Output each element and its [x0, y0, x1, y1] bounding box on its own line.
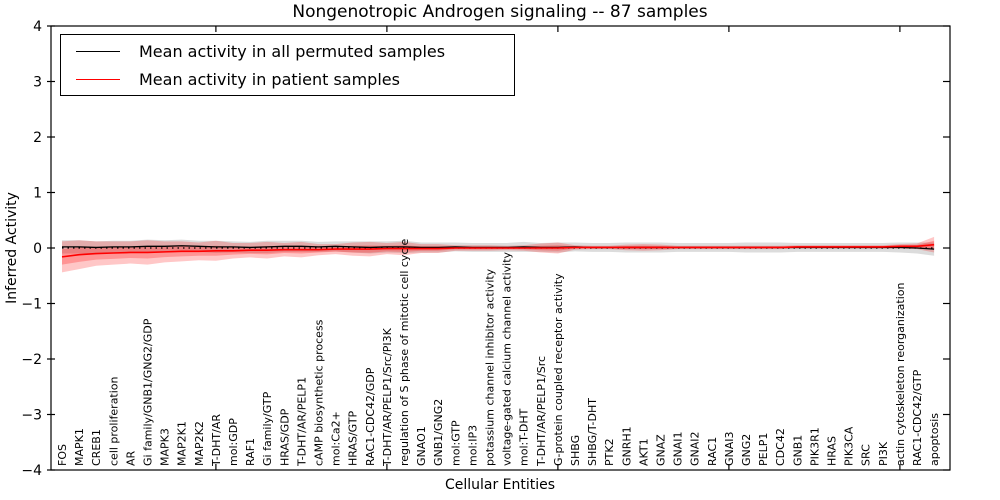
legend-entry-permuted: Mean activity in all permuted samples	[61, 37, 514, 65]
legend: Mean activity in all permuted samples Me…	[60, 34, 515, 96]
x-category-label: GNB1	[791, 435, 804, 466]
x-category-label: HRAS/GDP	[278, 408, 291, 466]
x-category-label: GNAZ	[655, 434, 668, 466]
x-category-label: cAMP biosynthetic process	[313, 319, 326, 466]
x-category-label: SRC	[860, 444, 873, 466]
x-category-label: GNAI3	[723, 431, 736, 466]
x-category-label: T-DHT/AR/PELP1/Src/PI3K	[381, 327, 394, 467]
x-category-label: MAP2K2	[193, 421, 206, 466]
x-category-label: PI3K	[877, 441, 890, 466]
x-category-label: FOS	[56, 444, 69, 466]
x-category-label: apoptosis	[928, 413, 941, 466]
x-category-label: RAF1	[244, 438, 257, 466]
x-category-label: regulation of S phase of mitotic cell cy…	[398, 238, 411, 466]
y-tick-label: 2	[33, 130, 42, 146]
x-category-label: RAC1	[706, 437, 719, 466]
x-category-label: MAPK1	[73, 428, 86, 466]
x-category-label: RAC1-CDC42/GDP	[364, 367, 377, 466]
x-category-label: GNAI2	[689, 431, 702, 466]
y-tick-label: −1	[21, 297, 42, 313]
x-category-label: T-DHT/AR/PELP1	[295, 377, 308, 467]
x-category-label: RAC1-CDC42/GTP	[911, 369, 924, 466]
x-category-label: potassium channel inhibitor activity	[484, 268, 497, 466]
x-category-label: actin cytoskeleton reorganization	[894, 282, 907, 466]
x-category-label: GNAO1	[415, 426, 428, 466]
patient-band-outer	[62, 236, 935, 273]
x-category-label: CREB1	[90, 429, 103, 466]
x-category-label: mol:T-DHT	[518, 408, 531, 466]
x-category-label: GNG2	[740, 434, 753, 466]
x-category-label: G-protein coupled receptor activity	[552, 273, 565, 466]
legend-label-permuted: Mean activity in all permuted samples	[139, 41, 446, 61]
x-category-label: GNAI1	[672, 431, 685, 466]
x-axis-label: Cellular Entities	[444, 477, 556, 493]
x-category-label: mol:GDP	[227, 418, 240, 466]
y-tick-label: 0	[33, 241, 42, 257]
x-category-label: SHBG	[569, 435, 582, 466]
patient-mean-line	[61, 243, 935, 258]
y-tick-label: −3	[21, 408, 42, 424]
x-category-label: GNRH1	[620, 426, 633, 466]
x-category-label: MAPK3	[159, 428, 172, 466]
x-category-label: HRAS	[826, 436, 839, 466]
chart-title: Nongenotropic Androgen signaling -- 87 s…	[292, 2, 708, 22]
legend-line-red-icon	[76, 78, 120, 80]
legend-line-black-icon	[76, 50, 120, 52]
x-category-label: T-DHT/AR/PELP1/Src	[535, 356, 548, 467]
x-category-label: cell proliferation	[107, 376, 120, 466]
y-tick-label: 4	[33, 19, 42, 35]
x-category-label: mol:Ca2+	[330, 411, 343, 466]
x-category-label: mol:IP3	[466, 425, 479, 466]
x-category-label: CDC42	[774, 428, 787, 466]
x-category-label: AKT1	[637, 438, 650, 466]
x-category-label: Gi family/GTP	[261, 391, 274, 466]
y-tick-label: 1	[33, 186, 42, 202]
x-category-label: AR	[124, 450, 137, 466]
x-category-label: voltage-gated calcium channel activity	[501, 251, 514, 466]
x-category-label: HRAS/GTP	[347, 410, 360, 466]
x-category-label: PIK3R1	[808, 427, 821, 466]
legend-label-patient: Mean activity in patient samples	[139, 69, 400, 89]
x-category-label: T-DHT/AR	[210, 414, 223, 467]
y-tick-label: 3	[33, 75, 42, 91]
x-category-label: PTK2	[603, 438, 616, 466]
y-tick-label: −2	[21, 352, 42, 368]
x-category-label: GNB1/GNG2	[432, 399, 445, 466]
x-category-label: mol:GTP	[449, 420, 462, 466]
y-tick-label: −4	[21, 463, 42, 479]
x-category-label: Gi family/GNB1/GNG2/GDP	[142, 318, 155, 466]
x-category-label: MAP2K1	[176, 421, 189, 466]
x-category-label: PIK3CA	[843, 426, 856, 466]
y-axis-label: Inferred Activity	[4, 192, 20, 304]
x-category-label: SHBG/T-DHT	[586, 398, 599, 466]
legend-entry-patient: Mean activity in patient samples	[61, 65, 514, 93]
x-category-label: PELP1	[757, 433, 770, 466]
